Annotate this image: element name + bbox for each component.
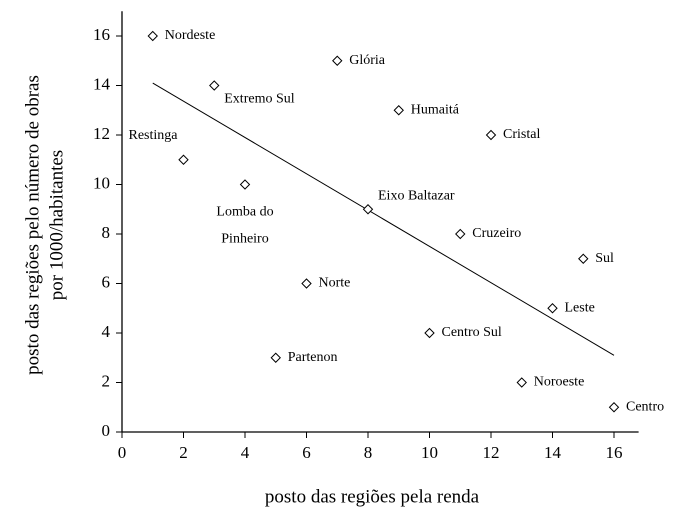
point-label: Leste (565, 300, 595, 315)
x-tick-label: 2 (179, 443, 188, 462)
point (270, 352, 281, 363)
x-tick-label: 16 (606, 443, 623, 462)
point-label: Eixo Baltazar (378, 188, 455, 203)
point (547, 303, 558, 314)
point (424, 327, 435, 339)
point (147, 30, 158, 42)
x-tick-label: 0 (118, 443, 127, 462)
point (301, 278, 312, 289)
y-tick-label: 10 (93, 173, 110, 192)
x-tick-label: 4 (241, 443, 250, 462)
point (485, 129, 497, 141)
point-label: Cristal (503, 127, 540, 142)
y-axis-title: posto das regiões pelo número de obras (22, 75, 43, 375)
y-tick-label: 8 (102, 223, 111, 242)
point (393, 105, 404, 116)
point-label-group: Lomba do Pinheiro (216, 205, 273, 247)
y-tick-label: 4 (102, 322, 111, 341)
point (178, 154, 189, 165)
point (516, 377, 527, 388)
x-axis-title: posto das regiões pela renda (265, 486, 480, 507)
point-label: Glória (349, 53, 386, 68)
point-label: Lomba do (216, 205, 273, 220)
point-label: Cruzeiro (472, 226, 521, 241)
point (455, 228, 466, 240)
point (578, 253, 589, 264)
point (209, 80, 220, 91)
point-label: Pinheiro (221, 232, 268, 247)
point-label: Extremo Sul (224, 92, 294, 107)
x-tick-label: 8 (364, 443, 373, 462)
y-tick-label: 16 (93, 25, 110, 44)
point-label: Sul (595, 251, 614, 266)
x-tick-label: 10 (421, 443, 438, 462)
point (239, 179, 251, 190)
y-tick-label: 14 (93, 74, 111, 93)
y-tick-label: 2 (102, 371, 111, 390)
point (608, 402, 620, 413)
point (332, 55, 343, 66)
y-tick-label: 0 (102, 421, 111, 440)
x-tick-label: 6 (302, 443, 311, 462)
point-label: Centro Sul (442, 325, 502, 340)
y-tick-label: 12 (93, 124, 110, 143)
point-label: Nordeste (165, 28, 216, 43)
point-label: Humaitá (411, 102, 460, 117)
point-label: Noroeste (534, 375, 585, 390)
point-label: Norte (319, 276, 351, 291)
y-axis-title: por 1000/habitantes (46, 150, 67, 300)
point-label: Centro (626, 399, 664, 414)
point-label: Restinga (129, 128, 179, 143)
x-tick-label: 12 (483, 443, 500, 462)
point (362, 204, 374, 215)
y-tick-label: 6 (102, 272, 111, 291)
trend-line (152, 82, 615, 356)
point-label: Partenon (288, 350, 338, 365)
x-tick-label: 14 (544, 443, 562, 462)
